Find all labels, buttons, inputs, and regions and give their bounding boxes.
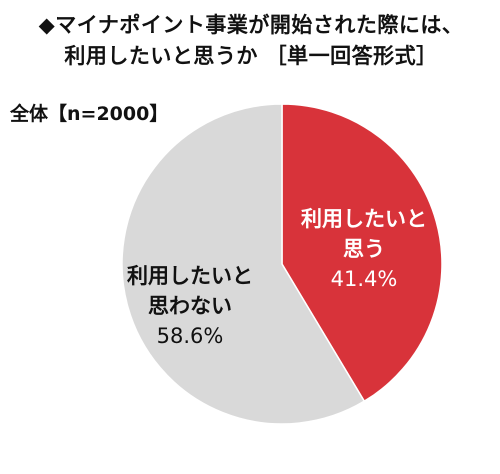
pie-slice-2 [121, 103, 366, 425]
slice-category-label-1: 思う [343, 237, 385, 261]
slice-value-label-2: 58.6% [157, 324, 224, 348]
slice-category-label-2: 思わない [148, 294, 232, 318]
chart-title: ◆マイナポイント事業が開始された際には、 利用したいと思うか ［単一回答形式］ [6, 10, 496, 72]
slice-label-2: 利用したいと思わない 58.6% [127, 264, 253, 348]
slice-label-1: 利用したいと思う 41.4% [301, 207, 427, 291]
slice-category-label-2: 利用したいと [127, 264, 253, 288]
title-line-1: ◆マイナポイント事業が開始された際には、 [38, 13, 464, 37]
slice-category-label-1: 利用したいと [301, 207, 427, 231]
sample-size-label: 全体【n=2000】 [10, 103, 169, 125]
pie-slice-1 [281, 103, 443, 403]
slice-value-label-1: 41.4% [331, 267, 398, 291]
title-line-2: 利用したいと思うか ［単一回答形式］ [64, 44, 438, 68]
